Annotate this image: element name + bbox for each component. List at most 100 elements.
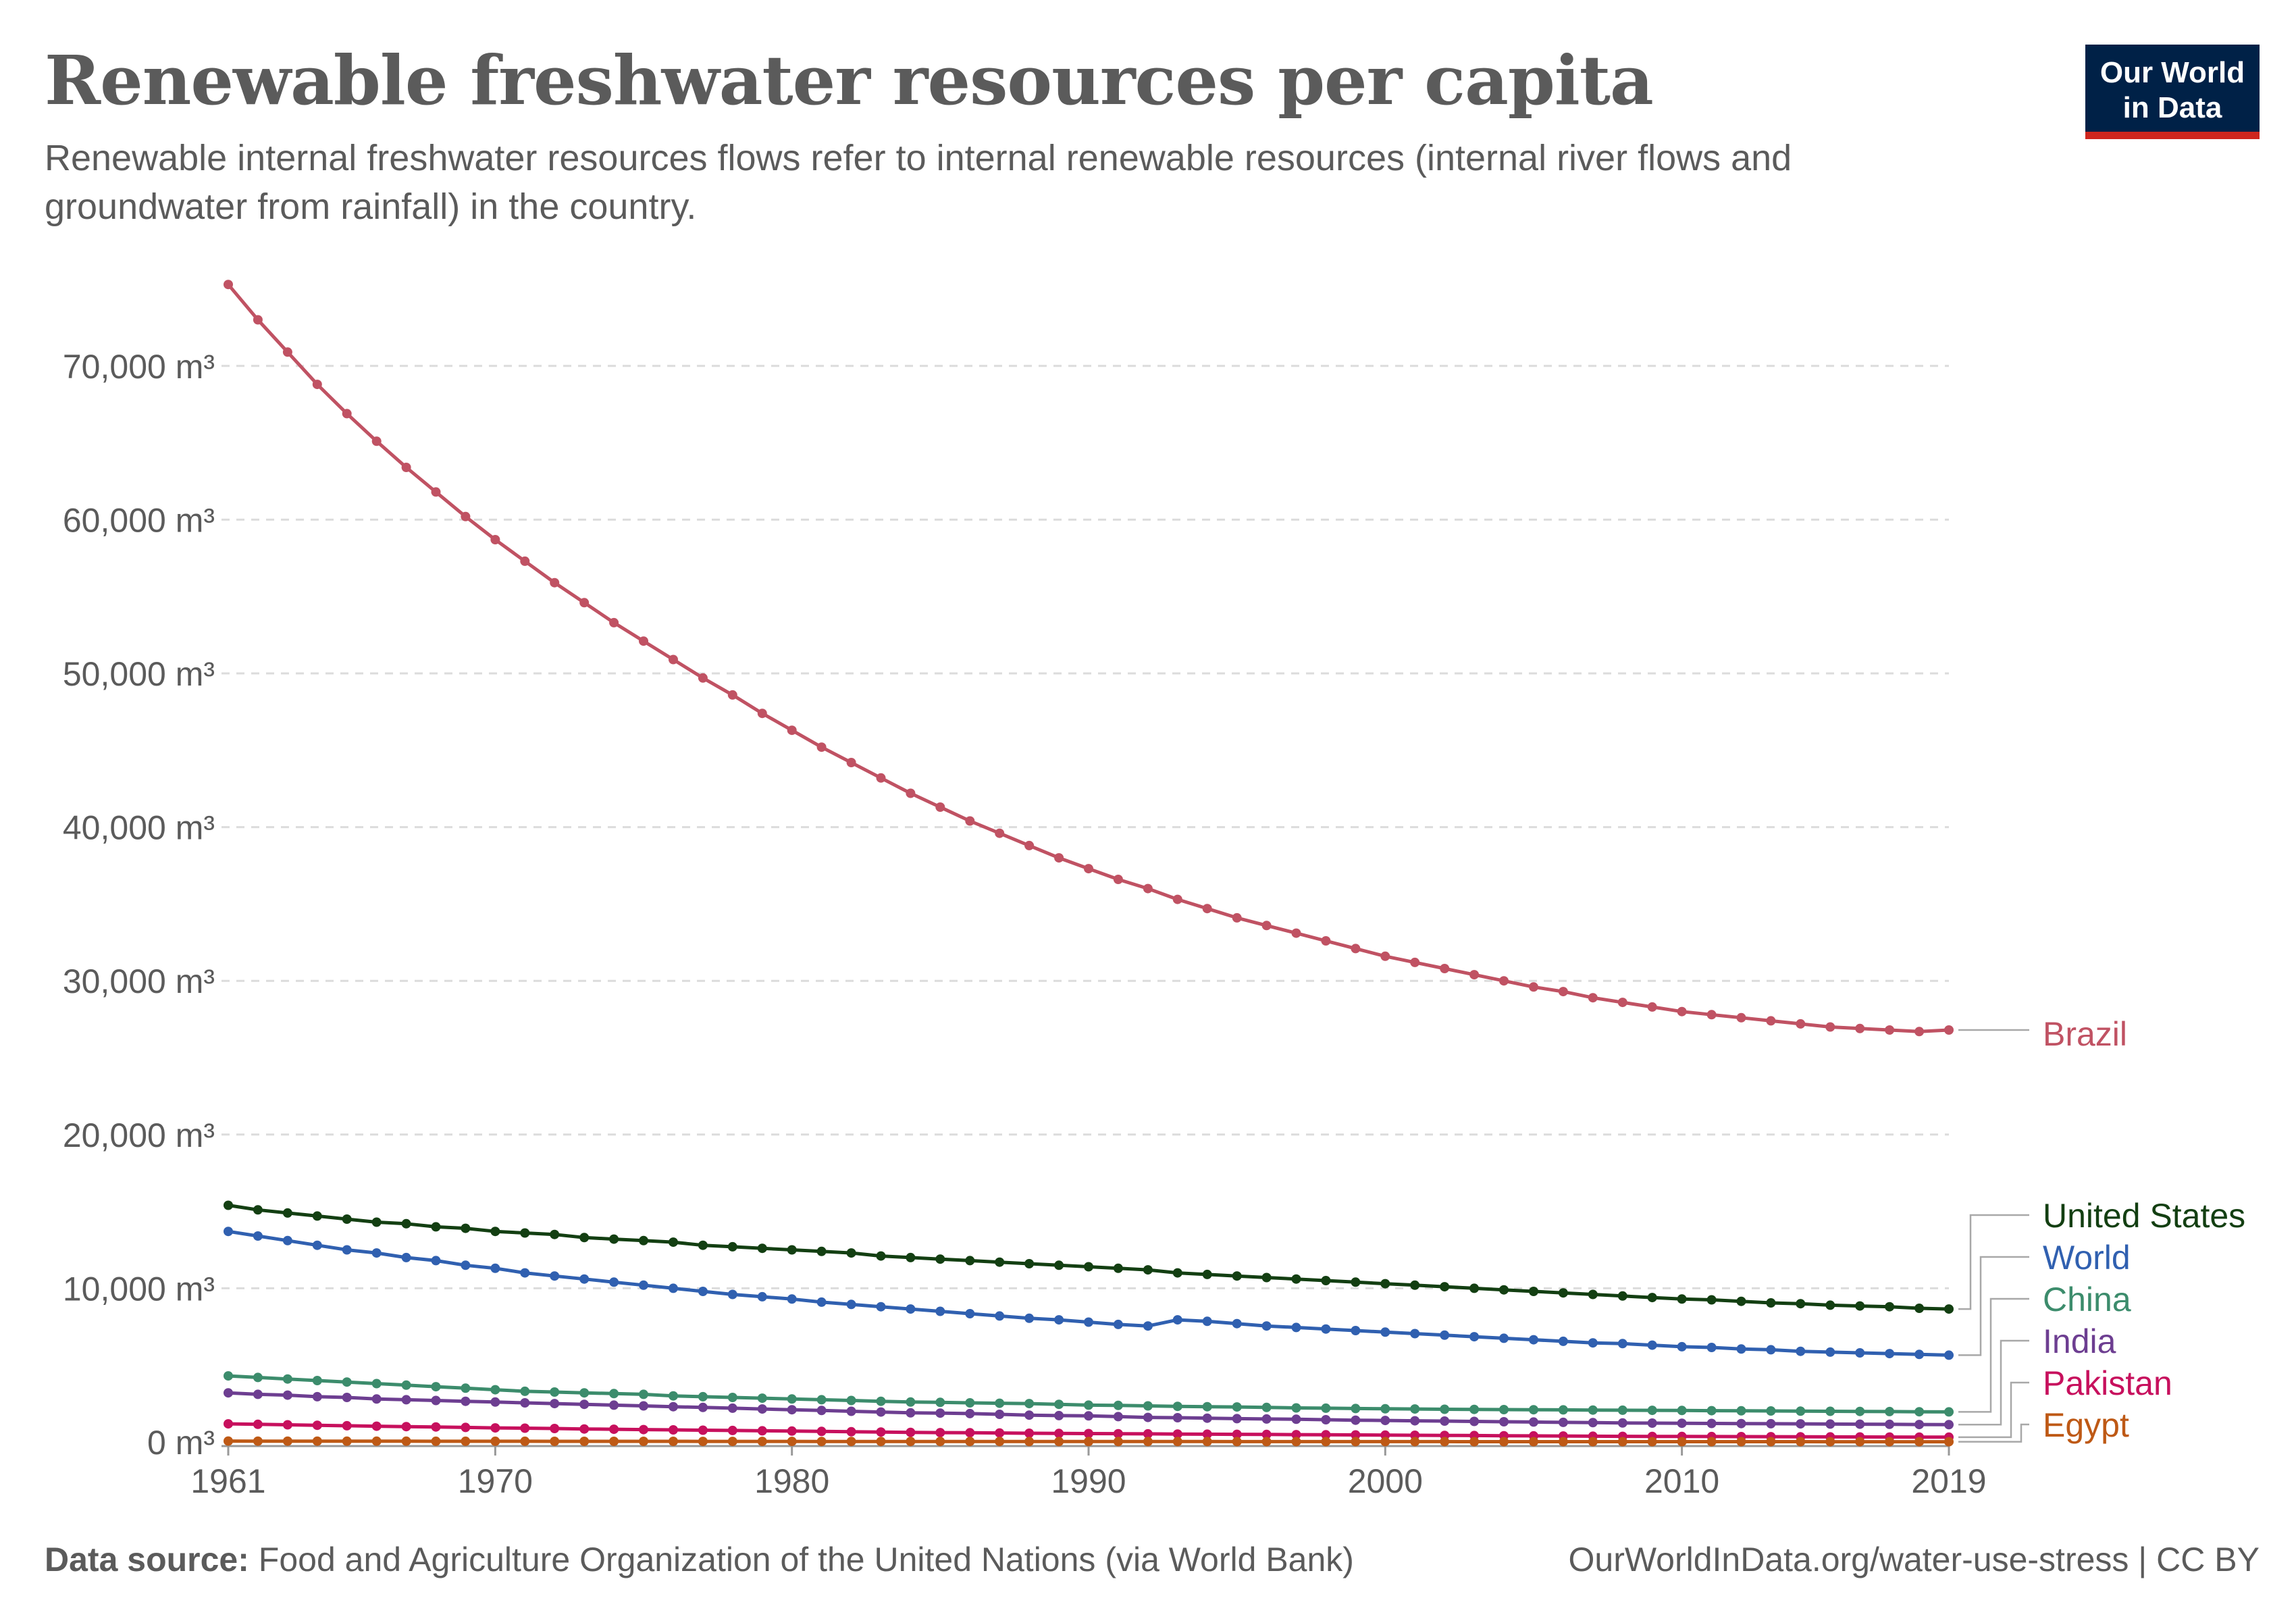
data-point-egypt xyxy=(1855,1437,1865,1447)
data-point-egypt xyxy=(1291,1437,1301,1447)
data-point-brazil xyxy=(312,380,322,390)
data-point-egypt xyxy=(1706,1437,1717,1447)
data-point-india xyxy=(846,1406,856,1416)
logo-line-1: Our World xyxy=(2099,56,2245,89)
data-point-united-states xyxy=(1113,1263,1123,1273)
data-point-united-states xyxy=(461,1223,471,1233)
data-point-pakistan xyxy=(224,1419,233,1429)
data-point-brazil xyxy=(1617,998,1627,1008)
data-point-world xyxy=(609,1277,619,1287)
data-point-india xyxy=(579,1399,590,1410)
data-point-united-states xyxy=(579,1233,590,1243)
data-point-world xyxy=(1351,1326,1361,1335)
data-point-brazil xyxy=(609,617,619,627)
chart-subtitle: Renewable internal freshwater resources … xyxy=(45,138,1792,227)
data-point-china xyxy=(698,1391,708,1401)
data-point-india xyxy=(1440,1416,1450,1426)
data-point-united-states xyxy=(1232,1271,1242,1281)
data-point-united-states xyxy=(1736,1296,1746,1306)
data-point-china xyxy=(1736,1406,1746,1416)
data-point-china xyxy=(1291,1403,1301,1413)
data-point-pakistan xyxy=(1084,1429,1093,1439)
data-point-brazil xyxy=(1469,970,1480,980)
data-point-world xyxy=(1796,1346,1806,1356)
data-point-brazil xyxy=(579,598,590,608)
data-point-china xyxy=(550,1387,560,1397)
data-point-world xyxy=(787,1294,797,1304)
data-point-india xyxy=(1944,1420,1954,1430)
data-point-brazil xyxy=(757,709,767,719)
data-point-brazil xyxy=(1558,987,1568,997)
data-point-china xyxy=(371,1379,382,1389)
data-point-china xyxy=(609,1389,619,1399)
data-point-united-states xyxy=(1677,1294,1687,1304)
data-point-united-states xyxy=(609,1234,619,1244)
data-point-world xyxy=(1588,1338,1598,1348)
data-point-pakistan xyxy=(639,1424,648,1435)
data-point-egypt xyxy=(1825,1437,1835,1447)
series-line-brazil xyxy=(227,283,1950,1033)
data-point-egypt xyxy=(1084,1437,1093,1447)
data-point-brazil xyxy=(1766,1016,1776,1026)
y-tick-label: 50,000 m³ xyxy=(63,655,215,693)
data-point-egypt xyxy=(431,1436,441,1446)
data-point-india xyxy=(1291,1414,1301,1424)
data-point-brazil xyxy=(371,436,382,446)
data-point-india xyxy=(431,1395,441,1406)
owid-logo[interactable]: Our World in Data xyxy=(2085,45,2260,139)
data-point-brazil xyxy=(550,577,560,588)
data-point-india xyxy=(1469,1416,1480,1426)
data-point-china xyxy=(1558,1405,1568,1415)
label-connector-pakistan xyxy=(1958,1381,2029,1439)
x-tick-label: 2000 xyxy=(1348,1462,1423,1500)
data-point-china xyxy=(312,1376,322,1385)
data-point-china xyxy=(639,1389,648,1399)
data-point-pakistan xyxy=(1054,1429,1064,1439)
data-point-egypt xyxy=(1024,1437,1035,1447)
data-point-egypt xyxy=(224,1436,233,1446)
data-point-world xyxy=(1677,1341,1687,1352)
data-point-india xyxy=(1588,1418,1598,1428)
data-point-brazil xyxy=(935,802,945,812)
data-point-brazil xyxy=(1499,976,1509,986)
data-point-india xyxy=(639,1401,648,1411)
data-point-brazil xyxy=(1261,921,1272,931)
data-point-egypt xyxy=(1232,1437,1242,1447)
data-point-egypt xyxy=(787,1437,797,1447)
data-point-united-states xyxy=(1261,1272,1272,1283)
data-point-china xyxy=(1588,1405,1598,1415)
data-point-world xyxy=(965,1309,975,1318)
data-point-united-states xyxy=(965,1256,975,1266)
data-point-brazil xyxy=(1351,944,1361,954)
x-tick-label: 1970 xyxy=(458,1462,533,1500)
data-point-world xyxy=(1380,1327,1390,1337)
data-point-egypt xyxy=(669,1437,678,1446)
data-point-india xyxy=(816,1406,827,1416)
data-point-united-states xyxy=(401,1218,411,1229)
data-point-world xyxy=(401,1252,411,1262)
data-point-egypt xyxy=(1944,1437,1954,1447)
data-point-india xyxy=(1825,1419,1835,1429)
data-point-india xyxy=(965,1408,975,1418)
data-point-united-states xyxy=(282,1208,292,1218)
data-point-india xyxy=(995,1410,1005,1419)
data-point-world xyxy=(846,1300,856,1310)
data-point-united-states xyxy=(816,1246,827,1256)
data-point-india xyxy=(1321,1415,1331,1424)
data-point-china xyxy=(1232,1402,1242,1412)
data-point-united-states xyxy=(253,1205,263,1215)
data-point-india xyxy=(1084,1411,1093,1421)
data-point-india xyxy=(1677,1418,1687,1429)
data-point-united-states xyxy=(698,1240,708,1250)
series-line-world xyxy=(228,1229,1950,1357)
data-point-brazil xyxy=(965,816,975,826)
data-point-china xyxy=(1529,1405,1538,1415)
data-point-china xyxy=(1261,1402,1272,1412)
data-point-china xyxy=(1410,1404,1420,1414)
data-point-world xyxy=(342,1245,352,1255)
data-point-pakistan xyxy=(461,1422,471,1433)
data-point-brazil xyxy=(1944,1025,1954,1035)
source-url[interactable]: OurWorldInData.org/water-use-stress | CC… xyxy=(1568,1541,2260,1578)
label-connector-egypt xyxy=(1958,1423,2029,1443)
data-point-egypt xyxy=(401,1436,411,1446)
